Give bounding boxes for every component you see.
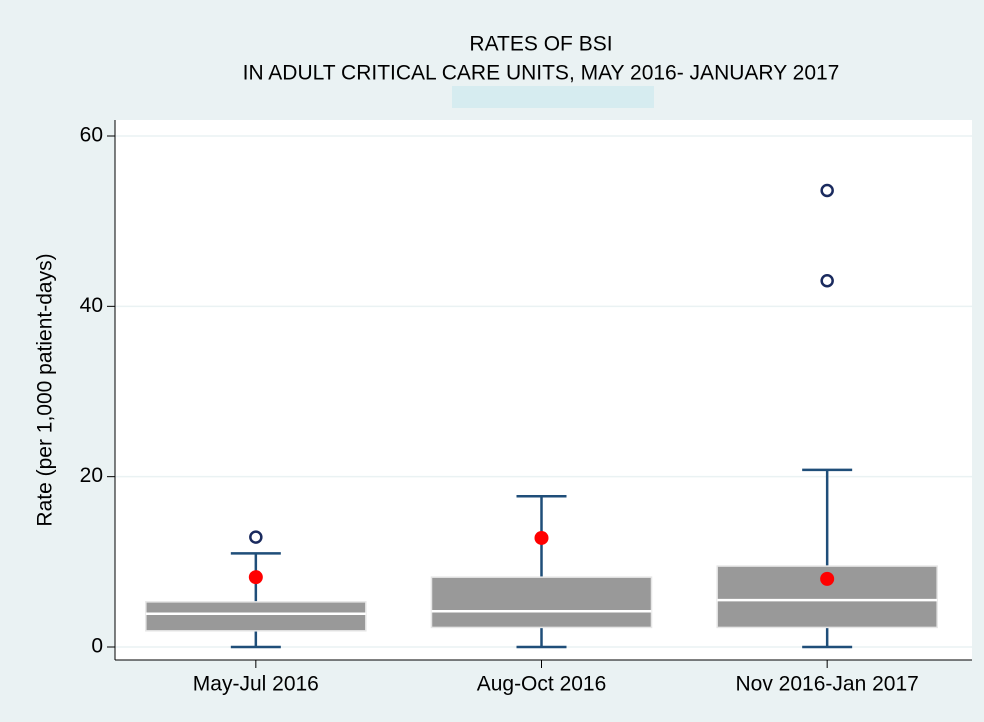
x-tick-label: May-Jul 2016	[193, 673, 319, 696]
overlay-patch	[452, 86, 654, 108]
chart-title: IN ADULT CRITICAL CARE UNITS, MAY 2016- …	[243, 62, 840, 85]
box	[145, 601, 367, 632]
mean	[534, 530, 549, 545]
y-tick-label: 20	[80, 464, 103, 487]
y-tick-label: 60	[80, 124, 103, 147]
x-tick-label: Nov 2016-Jan 2017	[736, 673, 919, 696]
outlier	[820, 274, 834, 288]
y-axis-label: Rate (per 1,000 patient-days)	[34, 253, 57, 526]
outlier	[249, 530, 263, 544]
outlier	[820, 183, 834, 198]
y-tick-label: 40	[80, 294, 103, 317]
chart-title: RATES OF BSI	[469, 33, 612, 56]
y-tick-label: 0	[91, 635, 103, 658]
mean	[248, 570, 263, 585]
x-tick-label: Aug-Oct 2016	[477, 673, 607, 696]
box	[430, 576, 653, 629]
mean	[820, 571, 835, 586]
